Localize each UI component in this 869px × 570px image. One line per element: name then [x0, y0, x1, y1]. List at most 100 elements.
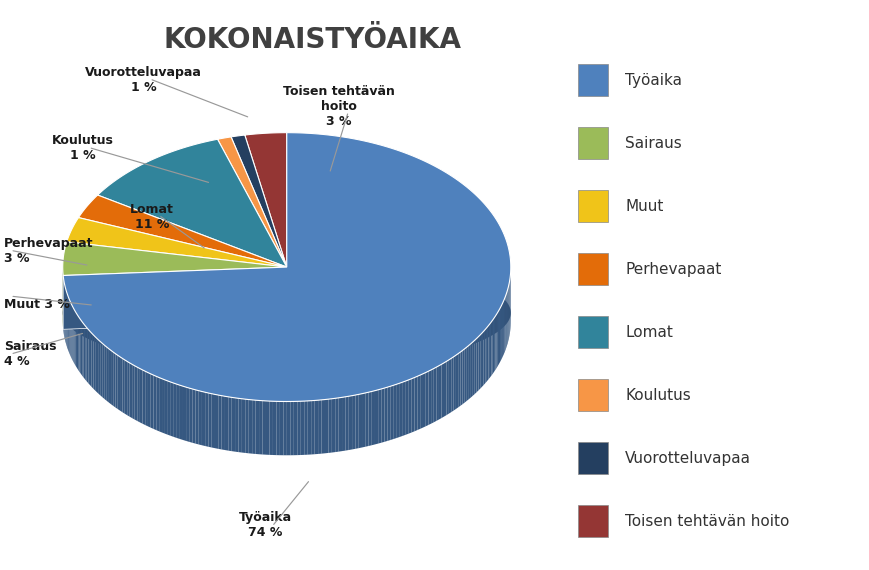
Polygon shape [99, 340, 101, 396]
Polygon shape [217, 139, 287, 321]
Polygon shape [485, 328, 487, 383]
Polygon shape [436, 366, 439, 421]
Polygon shape [209, 393, 212, 447]
Polygon shape [132, 364, 135, 420]
Polygon shape [123, 359, 125, 414]
Polygon shape [63, 242, 287, 275]
Polygon shape [189, 388, 192, 443]
Polygon shape [90, 331, 91, 387]
Polygon shape [269, 401, 273, 455]
Polygon shape [70, 302, 71, 358]
Polygon shape [474, 339, 476, 394]
Polygon shape [304, 401, 308, 455]
Text: Sairaus: Sairaus [626, 136, 682, 150]
Polygon shape [308, 401, 311, 455]
Bar [578, 506, 607, 538]
Polygon shape [400, 382, 403, 437]
Polygon shape [391, 385, 394, 440]
Polygon shape [150, 374, 154, 429]
Polygon shape [137, 367, 140, 422]
Polygon shape [447, 360, 449, 415]
Polygon shape [397, 383, 400, 438]
Polygon shape [378, 389, 381, 443]
Polygon shape [77, 314, 78, 370]
Text: Lomat: Lomat [626, 325, 673, 340]
Polygon shape [252, 400, 255, 454]
Polygon shape [408, 378, 412, 434]
Polygon shape [315, 400, 318, 454]
Polygon shape [328, 399, 332, 453]
Polygon shape [231, 135, 287, 267]
Polygon shape [495, 314, 497, 370]
Polygon shape [127, 361, 129, 417]
Text: Työaika: Työaika [626, 72, 682, 88]
Polygon shape [71, 304, 72, 360]
Polygon shape [222, 396, 225, 450]
Polygon shape [231, 137, 287, 321]
Polygon shape [502, 302, 503, 358]
Polygon shape [456, 353, 458, 409]
Polygon shape [83, 324, 85, 380]
Polygon shape [259, 401, 262, 454]
Bar [578, 190, 607, 222]
Polygon shape [63, 256, 511, 369]
Polygon shape [406, 380, 408, 435]
Polygon shape [454, 355, 456, 410]
Polygon shape [101, 342, 103, 397]
Polygon shape [75, 310, 76, 366]
Text: Vuorotteluvapaa: Vuorotteluvapaa [626, 451, 752, 466]
Polygon shape [479, 335, 481, 390]
Polygon shape [196, 390, 199, 445]
Polygon shape [451, 357, 454, 412]
Text: Muut 3 %: Muut 3 % [4, 298, 70, 311]
Polygon shape [225, 396, 229, 451]
Polygon shape [498, 310, 499, 366]
Polygon shape [342, 397, 345, 451]
Polygon shape [362, 393, 365, 447]
Polygon shape [79, 318, 81, 374]
Text: Perhevapaat
3 %: Perhevapaat 3 % [4, 237, 94, 265]
Text: Toisen tehtävän hoito: Toisen tehtävän hoito [626, 514, 790, 529]
Polygon shape [245, 135, 287, 321]
Polygon shape [488, 324, 490, 380]
Polygon shape [372, 390, 375, 445]
Polygon shape [215, 394, 218, 449]
Polygon shape [116, 354, 117, 409]
Text: Vuorotteluvapaa
1 %: Vuorotteluvapaa 1 % [85, 66, 202, 94]
Polygon shape [63, 267, 287, 329]
Polygon shape [125, 360, 127, 415]
Text: Muut: Muut [626, 198, 664, 214]
Polygon shape [311, 401, 315, 454]
Polygon shape [294, 401, 297, 455]
Polygon shape [183, 386, 186, 441]
Polygon shape [431, 369, 434, 424]
Polygon shape [368, 392, 372, 446]
Polygon shape [93, 335, 96, 390]
Polygon shape [113, 352, 116, 408]
Text: KOKONAISTYÖAIKA: KOKONAISTYÖAIKA [164, 26, 461, 54]
Polygon shape [143, 370, 145, 425]
Polygon shape [129, 363, 132, 418]
Polygon shape [171, 382, 174, 437]
Text: Lomat
11 %: Lomat 11 % [130, 203, 174, 231]
Text: Koulutus: Koulutus [626, 388, 691, 403]
Polygon shape [283, 401, 287, 455]
Polygon shape [120, 357, 123, 412]
Polygon shape [192, 389, 196, 443]
Polygon shape [97, 339, 99, 394]
Polygon shape [78, 316, 79, 372]
Polygon shape [111, 351, 113, 406]
Polygon shape [318, 400, 322, 454]
Polygon shape [345, 396, 348, 451]
Polygon shape [74, 308, 75, 364]
Polygon shape [135, 366, 137, 421]
Polygon shape [290, 401, 294, 455]
Polygon shape [501, 304, 502, 360]
Polygon shape [441, 363, 444, 418]
Polygon shape [467, 345, 469, 401]
Polygon shape [78, 195, 287, 267]
Polygon shape [348, 396, 352, 450]
Polygon shape [117, 355, 120, 410]
Polygon shape [280, 401, 283, 455]
Polygon shape [162, 378, 165, 434]
